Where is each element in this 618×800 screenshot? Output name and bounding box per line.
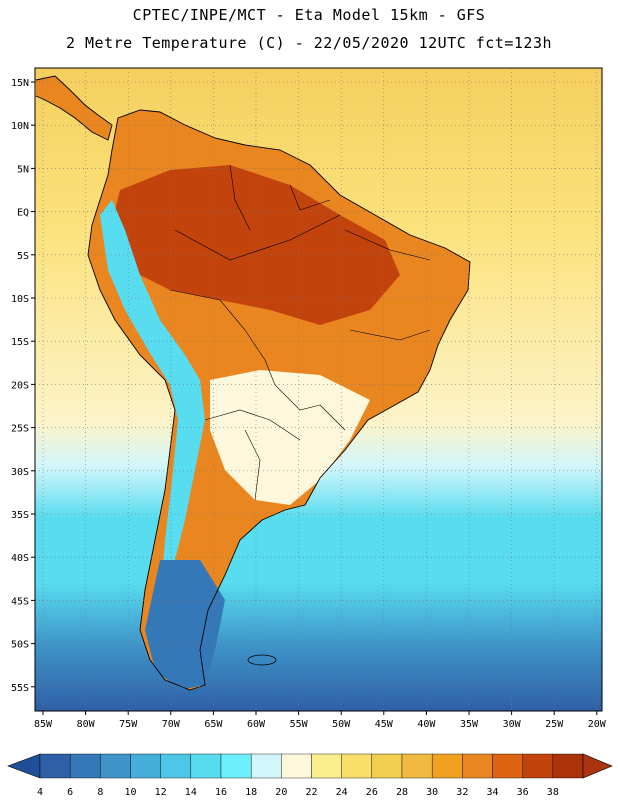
lon-label: 65W [204, 719, 223, 730]
map-title: CPTEC/INPE/MCT - Eta Model 15km - GFS [132, 6, 486, 24]
lat-label: 15S [11, 337, 29, 348]
lat-label: 40S [11, 553, 29, 564]
lat-label: 25S [11, 424, 29, 435]
lon-label: 75W [119, 719, 138, 730]
lon-label: 60W [247, 719, 266, 730]
lon-label: 55W [290, 719, 309, 730]
patagonia-cold [145, 560, 225, 690]
lon-label: 20W [588, 719, 607, 730]
colorbar-swatch [160, 753, 192, 779]
colorbar-label: 16 [215, 787, 227, 798]
lat-label: 55S [11, 683, 29, 694]
colorbar-label: 8 [97, 787, 103, 798]
colorbar-swatch [341, 753, 373, 779]
lon-label: 70W [162, 719, 181, 730]
southern-cone-mild [210, 370, 370, 505]
colorbar-swatch [462, 753, 493, 779]
lon-label: 35W [460, 719, 479, 730]
colorbar-label: 18 [245, 787, 257, 798]
colorbar-label: 36 [517, 787, 529, 798]
longitude-axis: 85W 80W 75W 70W 65W 60W 55W 50W 45W 40W 35W 30W 25W 2… [34, 711, 607, 730]
colorbar-high-arrow [582, 753, 613, 779]
falkland-islands [247, 654, 277, 666]
lat-label: 10S [11, 294, 29, 305]
colorbar-label: 4 [37, 787, 43, 798]
colorbar-label: 12 [155, 787, 167, 798]
colorbar-swatch [220, 753, 252, 779]
colorbar-swatch [39, 753, 71, 779]
colorbar-label: 20 [275, 787, 287, 798]
colorbar-label: 38 [547, 787, 559, 798]
lon-label: 25W [545, 719, 564, 730]
central-america-land [36, 76, 112, 140]
lat-label: 5N [17, 164, 29, 175]
colorbar-swatch [69, 753, 101, 779]
colorbar-swatch [431, 753, 463, 779]
colorbar-low-arrow [7, 753, 41, 779]
latitude-axis: 15N 10N 5N EQ 5S 10S 15S 20S 25S 30S 35S 40S 45S 50S 5… [11, 78, 35, 694]
lat-label: 5S [17, 251, 29, 262]
amazon-hot-zone [108, 165, 400, 325]
colorbar-label: 10 [124, 787, 136, 798]
colorbar-label: 26 [366, 787, 378, 798]
colorbar-legend: 4 6 8 10 12 14 16 18 20 22 24 26 28 30 32 34 36 38 [7, 753, 613, 798]
colorbar-swatch [371, 753, 403, 779]
lon-label: 45W [375, 719, 394, 730]
colorbar-swatch [100, 753, 131, 779]
colorbar-label: 6 [67, 787, 73, 798]
colorbar-label: 14 [185, 787, 197, 798]
colorbar-label: 34 [486, 787, 498, 798]
colorbar-swatch [281, 753, 312, 779]
colorbar-swatch [401, 753, 433, 779]
colorbar-label: 30 [426, 787, 438, 798]
lon-label: 40W [417, 719, 436, 730]
map-subtitle: 2 Metre Temperature (C) - 22/05/2020 12U… [65, 34, 553, 52]
lat-label: 15N [11, 78, 29, 89]
colorbar-label: 28 [396, 787, 408, 798]
lon-label: 50W [332, 719, 351, 730]
lat-label: 20S [11, 380, 29, 391]
coastline [87, 109, 471, 691]
colorbar-label: 32 [456, 787, 468, 798]
lat-label: 10N [11, 121, 29, 132]
map-frame [34, 67, 603, 712]
lat-label: 30S [11, 467, 29, 478]
lon-label: 30W [503, 719, 522, 730]
central-america-coast [35, 75, 113, 141]
lon-label: 85W [34, 719, 53, 730]
colorbar-swatch [250, 753, 282, 779]
lat-lon-grid [35, 68, 602, 711]
lon-label: 80W [77, 719, 96, 730]
lat-label: 45S [11, 596, 29, 607]
country-borders [169, 164, 431, 501]
colorbar-swatch [311, 753, 342, 779]
colorbar-swatch [522, 753, 554, 779]
lat-label: 35S [11, 510, 29, 521]
andes-cold-strip [100, 200, 205, 600]
colorbar-swatch [552, 753, 584, 779]
colorbar-swatch [492, 753, 523, 779]
colorbar-swatch [190, 753, 222, 779]
lat-label: 50S [11, 640, 29, 651]
colorbar-label: 24 [336, 787, 348, 798]
lat-label: EQ [17, 208, 29, 219]
colorbar-swatch [130, 753, 161, 779]
colorbar-label: 22 [305, 787, 317, 798]
